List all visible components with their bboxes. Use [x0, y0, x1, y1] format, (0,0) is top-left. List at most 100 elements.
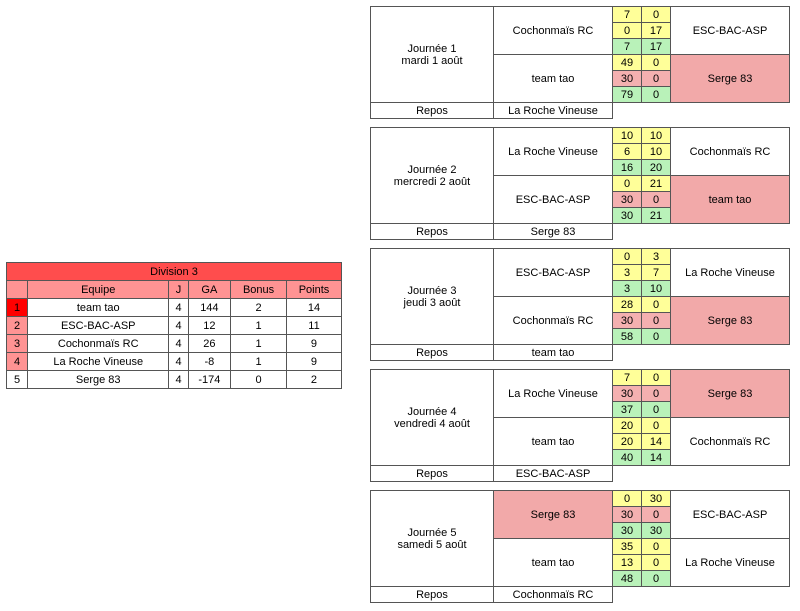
journee-line1: Journée 4	[374, 406, 490, 418]
points-cell: 9	[286, 335, 341, 353]
match-home: Cochonmaïs RC	[494, 7, 613, 55]
score-cell: 0	[642, 555, 671, 571]
score-cell: 0	[642, 71, 671, 87]
journee-label: Journée 5samedi 5 août	[371, 491, 494, 587]
rank-cell: 3	[7, 335, 28, 353]
score-cell: 17	[642, 39, 671, 55]
score-cell: 30	[613, 386, 642, 402]
journee-line1: Journée 5	[374, 527, 490, 539]
ga-cell: -8	[188, 353, 230, 371]
bonus-cell: 2	[231, 299, 287, 317]
match-away: ESC-BAC-ASP	[671, 491, 790, 539]
score-cell: 10	[642, 128, 671, 144]
rank-cell: 4	[7, 353, 28, 371]
journee-line1: Journée 2	[374, 164, 490, 176]
table-row: 3 Cochonmaïs RC 4 26 1 9	[7, 335, 342, 353]
score-cell: 30	[613, 523, 642, 539]
match-away: Serge 83	[671, 55, 790, 103]
score-cell: 6	[613, 144, 642, 160]
repos-team: ESC-BAC-ASP	[494, 466, 613, 482]
score-cell: 21	[642, 208, 671, 224]
score-cell: 3	[613, 281, 642, 297]
score-cell: 0	[642, 55, 671, 71]
score-cell: 10	[613, 128, 642, 144]
score-cell: 0	[642, 539, 671, 555]
match-away: team tao	[671, 176, 790, 224]
blank	[613, 466, 790, 482]
score-cell: 28	[613, 297, 642, 313]
journee-label: Journée 3jeudi 3 août	[371, 249, 494, 345]
table-row: 2 ESC-BAC-ASP 4 12 1 11	[7, 317, 342, 335]
score-cell: 58	[613, 329, 642, 345]
table-row: 5 Serge 83 4 -174 0 2	[7, 371, 342, 389]
repos-team: Serge 83	[494, 224, 613, 240]
score-cell: 40	[613, 450, 642, 466]
match-home: team tao	[494, 418, 613, 466]
blank	[613, 103, 790, 119]
table-row: 1 team tao 4 144 2 14	[7, 299, 342, 317]
score-cell: 0	[613, 491, 642, 507]
journee-line2: samedi 5 août	[374, 539, 490, 551]
match-home: La Roche Vineuse	[494, 128, 613, 176]
repos-label: Repos	[371, 103, 494, 119]
score-cell: 10	[642, 144, 671, 160]
blank	[613, 587, 790, 603]
repos-label: Repos	[371, 587, 494, 603]
match-home: Cochonmaïs RC	[494, 297, 613, 345]
journee-line1: Journée 3	[374, 285, 490, 297]
score-cell: 0	[642, 87, 671, 103]
match-home: team tao	[494, 55, 613, 103]
score-cell: 0	[642, 329, 671, 345]
score-cell: 21	[642, 176, 671, 192]
score-cell: 0	[613, 249, 642, 265]
match-away: Serge 83	[671, 297, 790, 345]
journee-line2: vendredi 4 août	[374, 418, 490, 430]
score-cell: 30	[613, 71, 642, 87]
ga-cell: -174	[188, 371, 230, 389]
team-cell: La Roche Vineuse	[28, 353, 169, 371]
rank-cell: 2	[7, 317, 28, 335]
played-cell: 4	[169, 371, 188, 389]
score-cell: 20	[613, 434, 642, 450]
score-cell: 17	[642, 23, 671, 39]
points-cell: 2	[286, 371, 341, 389]
score-cell: 0	[642, 313, 671, 329]
score-cell: 10	[642, 281, 671, 297]
match-away: Serge 83	[671, 370, 790, 418]
repos-team: La Roche Vineuse	[494, 103, 613, 119]
match-home: team tao	[494, 539, 613, 587]
col-played: J	[169, 281, 188, 299]
score-cell: 0	[613, 176, 642, 192]
journee-block: Journée 2mercredi 2 aoûtLa Roche Vineuse…	[370, 127, 790, 240]
score-cell: 35	[613, 539, 642, 555]
journee-line2: jeudi 3 août	[374, 297, 490, 309]
score-cell: 20	[613, 418, 642, 434]
match-away: Cochonmaïs RC	[671, 128, 790, 176]
score-cell: 30	[613, 313, 642, 329]
ga-cell: 12	[188, 317, 230, 335]
col-bonus: Bonus	[231, 281, 287, 299]
ga-cell: 144	[188, 299, 230, 317]
bonus-cell: 1	[231, 335, 287, 353]
match-away: La Roche Vineuse	[671, 539, 790, 587]
journee-line1: Journée 1	[374, 43, 490, 55]
score-cell: 30	[642, 491, 671, 507]
standings-title: Division 3	[7, 263, 342, 281]
score-cell: 0	[642, 192, 671, 208]
match-away: La Roche Vineuse	[671, 249, 790, 297]
score-cell: 0	[642, 418, 671, 434]
score-cell: 0	[642, 7, 671, 23]
score-cell: 14	[642, 434, 671, 450]
repos-label: Repos	[371, 466, 494, 482]
score-cell: 7	[613, 7, 642, 23]
score-cell: 7	[613, 39, 642, 55]
rank-cell: 1	[7, 299, 28, 317]
bonus-cell: 1	[231, 353, 287, 371]
match-home: Serge 83	[494, 491, 613, 539]
score-cell: 0	[642, 370, 671, 386]
score-cell: 0	[642, 402, 671, 418]
blank	[613, 224, 790, 240]
score-cell: 7	[642, 265, 671, 281]
repos-team: Cochonmaïs RC	[494, 587, 613, 603]
score-cell: 30	[613, 507, 642, 523]
